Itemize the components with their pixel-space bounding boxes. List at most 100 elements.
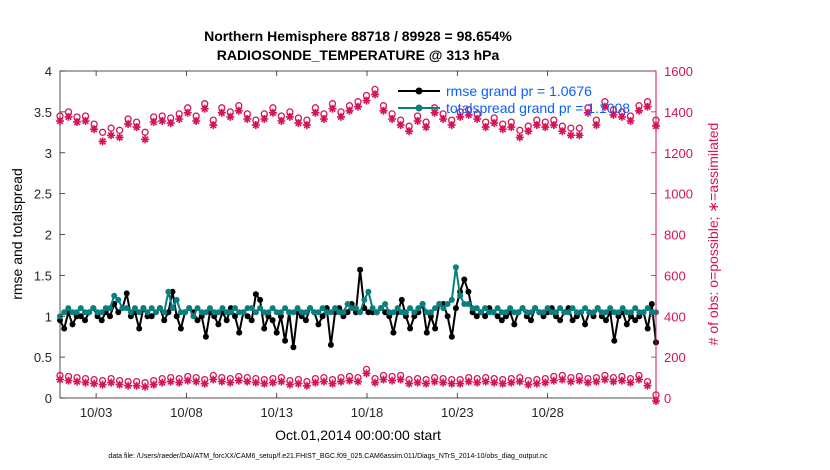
obs-star-marker bbox=[158, 117, 167, 125]
obs-star-marker bbox=[81, 117, 90, 125]
data-point bbox=[623, 321, 630, 328]
data-point bbox=[553, 313, 559, 320]
data-point bbox=[373, 309, 380, 316]
obs-star-marker bbox=[600, 375, 609, 384]
data-point bbox=[144, 309, 151, 316]
obs-star-marker bbox=[439, 115, 448, 123]
data-point bbox=[173, 296, 180, 303]
obs-star-marker bbox=[473, 378, 482, 387]
data-point bbox=[482, 305, 489, 312]
data-point bbox=[590, 309, 597, 316]
data-point bbox=[482, 313, 489, 320]
data-point bbox=[252, 291, 259, 298]
data-point bbox=[311, 309, 318, 316]
obs-star-marker bbox=[498, 125, 507, 134]
data-point bbox=[152, 309, 159, 316]
data-point bbox=[327, 341, 334, 348]
data-point bbox=[190, 313, 197, 320]
data-point bbox=[515, 309, 522, 316]
obs-star-marker bbox=[422, 123, 431, 132]
obs-star-marker bbox=[141, 135, 150, 144]
obs-star-marker bbox=[532, 121, 541, 130]
obs-star-marker bbox=[251, 121, 260, 130]
data-point bbox=[223, 317, 230, 324]
chart-title: Northern Hemisphere 88718 / 89928 = 98.6… bbox=[204, 28, 512, 44]
data-point bbox=[277, 309, 284, 316]
obs-star-marker bbox=[56, 375, 64, 384]
data-point bbox=[594, 305, 601, 312]
data-point bbox=[173, 313, 180, 320]
obs-star-marker bbox=[507, 123, 516, 132]
series-obs-assimilated-top- bbox=[56, 90, 660, 146]
obs-star-marker bbox=[626, 117, 635, 125]
data-point bbox=[219, 305, 226, 312]
obs-star-marker bbox=[413, 117, 422, 125]
obs-star-marker bbox=[626, 378, 635, 387]
data-point bbox=[615, 309, 622, 316]
obs-star-marker bbox=[107, 131, 116, 140]
obs-star-marker bbox=[635, 375, 643, 384]
y-tick-label: 3.5 bbox=[34, 105, 52, 120]
obs-star-marker bbox=[328, 104, 337, 113]
obs-star-marker bbox=[90, 125, 99, 134]
data-point bbox=[107, 305, 113, 312]
data-point bbox=[282, 337, 289, 344]
data-point bbox=[136, 309, 143, 316]
obs-star-marker bbox=[396, 375, 405, 384]
obs-star-marker bbox=[371, 90, 379, 99]
data-point bbox=[198, 313, 205, 320]
obs-circle-marker bbox=[141, 128, 149, 136]
x-tick-label: 10/28 bbox=[531, 405, 564, 420]
obs-star-marker bbox=[447, 121, 456, 130]
obs-circle-marker bbox=[98, 128, 107, 136]
data-point bbox=[269, 317, 276, 324]
data-point bbox=[344, 301, 351, 307]
obs-star-marker bbox=[447, 379, 456, 388]
obs-star-marker bbox=[405, 127, 414, 136]
data-point bbox=[523, 309, 530, 316]
data-point bbox=[628, 309, 634, 316]
data-point bbox=[177, 309, 184, 316]
data-point bbox=[419, 301, 426, 307]
data-point bbox=[536, 309, 543, 316]
obs-star-marker bbox=[64, 376, 73, 385]
y2-axis-label: # of obs: o=possible; ∗=assimilated bbox=[705, 123, 721, 346]
obs-star-marker bbox=[124, 381, 133, 390]
obs-star-marker bbox=[98, 137, 107, 146]
obs-star-marker bbox=[396, 121, 405, 130]
data-point bbox=[452, 305, 459, 312]
obs-star-marker bbox=[635, 106, 643, 115]
obs-star-marker bbox=[549, 121, 558, 130]
data-point bbox=[323, 309, 330, 316]
obs-star-marker bbox=[294, 119, 303, 128]
data-point bbox=[503, 313, 509, 320]
data-point bbox=[73, 309, 80, 316]
data-point bbox=[340, 313, 347, 320]
data-point bbox=[286, 309, 293, 316]
data-point bbox=[611, 309, 618, 316]
data-point bbox=[461, 276, 468, 283]
y-tick-label: 2 bbox=[45, 228, 52, 243]
data-point bbox=[73, 313, 80, 320]
data-point bbox=[298, 309, 305, 316]
data-point bbox=[432, 305, 439, 312]
obs-star-marker bbox=[481, 377, 490, 386]
data-point bbox=[273, 309, 280, 316]
data-point bbox=[469, 305, 476, 312]
obs-star-marker bbox=[609, 110, 618, 119]
data-point bbox=[244, 313, 251, 320]
obs-star-marker bbox=[345, 376, 354, 385]
obs-star-marker bbox=[430, 108, 439, 117]
data-point bbox=[548, 309, 555, 316]
data-point bbox=[202, 309, 209, 316]
obs-star-marker bbox=[277, 377, 286, 386]
data-point bbox=[557, 317, 564, 324]
data-point bbox=[444, 313, 451, 320]
data-point bbox=[569, 305, 576, 312]
x-axis: 10/03 10/08 10/13 10/18 10/23 10/28 bbox=[80, 71, 564, 420]
obs-star-marker bbox=[473, 115, 482, 123]
obs-star-marker bbox=[73, 377, 81, 386]
obs-star-marker bbox=[422, 379, 431, 388]
legend-rmse-marker bbox=[415, 87, 423, 95]
data-point bbox=[498, 317, 505, 324]
